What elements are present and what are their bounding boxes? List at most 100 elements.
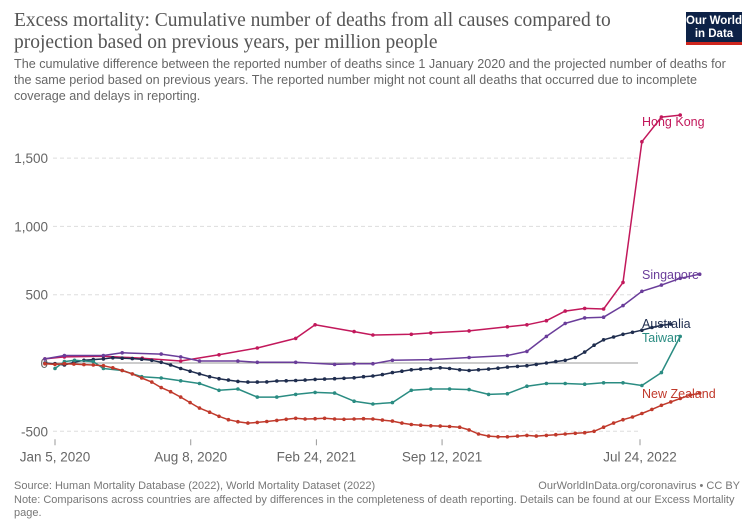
data-point-new-zealand — [101, 363, 106, 368]
data-point-taiwan — [486, 392, 491, 397]
data-point-australia — [111, 356, 115, 360]
data-point-new-zealand — [669, 400, 673, 404]
series-line-hong-kong — [44, 114, 681, 362]
data-point-australia — [168, 363, 173, 367]
data-point-australia — [255, 380, 260, 384]
data-point-new-zealand — [534, 434, 539, 438]
data-point-new-zealand — [217, 414, 221, 419]
data-point-new-zealand — [53, 362, 57, 367]
data-point-singapore — [582, 316, 587, 320]
data-point-australia — [554, 359, 558, 364]
data-point-singapore — [293, 360, 298, 365]
data-point-australia — [342, 376, 346, 381]
data-point-hong-kong — [640, 139, 644, 144]
data-point-singapore — [678, 276, 682, 281]
data-point-australia — [582, 350, 587, 354]
data-point-taiwan — [544, 381, 549, 386]
series-layer — [43, 113, 702, 439]
data-point-new-zealand — [601, 425, 606, 430]
data-point-new-zealand — [697, 391, 702, 395]
data-point-singapore — [563, 321, 567, 326]
data-point-new-zealand — [429, 424, 433, 428]
data-point-new-zealand — [197, 406, 202, 410]
data-point-new-zealand — [438, 424, 443, 428]
data-point-new-zealand — [120, 368, 124, 373]
series-line-taiwan — [54, 336, 681, 405]
data-point-taiwan — [601, 381, 606, 385]
data-point-australia — [139, 357, 144, 362]
data-point-australia — [101, 357, 106, 361]
x-tick-label: Jan 5, 2020 — [20, 449, 91, 464]
data-point-new-zealand — [72, 362, 76, 366]
owid-logo[interactable]: Our World in Data — [686, 12, 742, 45]
data-point-new-zealand — [352, 417, 356, 421]
data-point-singapore — [62, 353, 67, 358]
data-point-new-zealand — [284, 417, 289, 422]
data-point-taiwan — [371, 402, 375, 406]
data-point-australia — [476, 368, 481, 372]
data-point-new-zealand — [246, 421, 250, 425]
data-point-taiwan — [678, 334, 682, 339]
data-point-hong-kong — [178, 359, 183, 363]
data-point-new-zealand — [361, 416, 366, 421]
data-point-singapore — [236, 359, 240, 363]
chart-title: Excess mortality: Cumulative number of d… — [14, 10, 611, 53]
y-tick-label: -500 — [21, 424, 48, 439]
data-point-singapore — [467, 355, 471, 360]
data-point-taiwan — [332, 391, 337, 395]
data-point-new-zealand — [447, 424, 452, 429]
data-point-singapore — [352, 361, 356, 366]
data-point-new-zealand — [82, 362, 86, 367]
data-point-new-zealand — [621, 417, 625, 422]
data-point-new-zealand — [390, 419, 395, 423]
data-point-new-zealand — [380, 418, 385, 422]
data-point-new-zealand — [544, 433, 549, 438]
data-point-taiwan — [217, 388, 221, 393]
data-point-new-zealand — [293, 416, 298, 421]
data-point-taiwan — [178, 379, 183, 383]
data-point-australia — [659, 323, 664, 328]
source-url-link[interactable]: OurWorldInData.org/coronavirus • CC BY — [538, 480, 740, 492]
data-point-taiwan — [659, 370, 664, 375]
data-point-hong-kong — [544, 318, 549, 323]
data-point-new-zealand — [178, 395, 183, 399]
y-tick-label: 500 — [25, 288, 48, 303]
data-point-new-zealand — [582, 430, 587, 435]
data-point-singapore — [505, 353, 510, 358]
data-point-new-zealand — [322, 416, 327, 421]
data-point-australia — [275, 379, 279, 383]
data-point-new-zealand — [486, 434, 491, 438]
data-point-new-zealand — [554, 432, 558, 437]
data-point-australia — [515, 364, 520, 369]
data-point-australia — [418, 367, 423, 371]
data-point-new-zealand — [91, 363, 96, 367]
data-point-new-zealand — [678, 396, 682, 401]
data-point-singapore — [429, 357, 433, 362]
data-point-singapore — [640, 289, 644, 294]
data-point-taiwan — [352, 399, 356, 404]
data-point-taiwan — [53, 366, 57, 371]
data-point-new-zealand — [573, 431, 578, 436]
series-label-taiwan: Taiwan — [642, 331, 681, 345]
data-point-hong-kong — [255, 346, 260, 350]
data-point-hong-kong — [467, 329, 471, 333]
data-point-singapore — [197, 359, 202, 363]
data-point-australia — [303, 378, 307, 382]
data-point-hong-kong — [371, 333, 375, 337]
source-text: Source: Human Mortality Database (2022),… — [14, 480, 376, 492]
data-point-australia — [400, 369, 404, 374]
data-point-australia — [361, 374, 366, 379]
x-tick-label: Jul 24, 2022 — [603, 449, 677, 464]
data-point-australia — [226, 378, 231, 382]
data-point-singapore — [390, 358, 395, 363]
data-point-australia — [236, 379, 240, 384]
data-point-australia — [534, 362, 539, 367]
data-point-new-zealand — [332, 417, 337, 421]
data-point-singapore — [371, 361, 375, 366]
logo-line-2: in Data — [694, 28, 734, 40]
data-point-new-zealand — [150, 380, 154, 384]
data-point-new-zealand — [418, 423, 423, 428]
data-point-hong-kong — [505, 325, 510, 329]
